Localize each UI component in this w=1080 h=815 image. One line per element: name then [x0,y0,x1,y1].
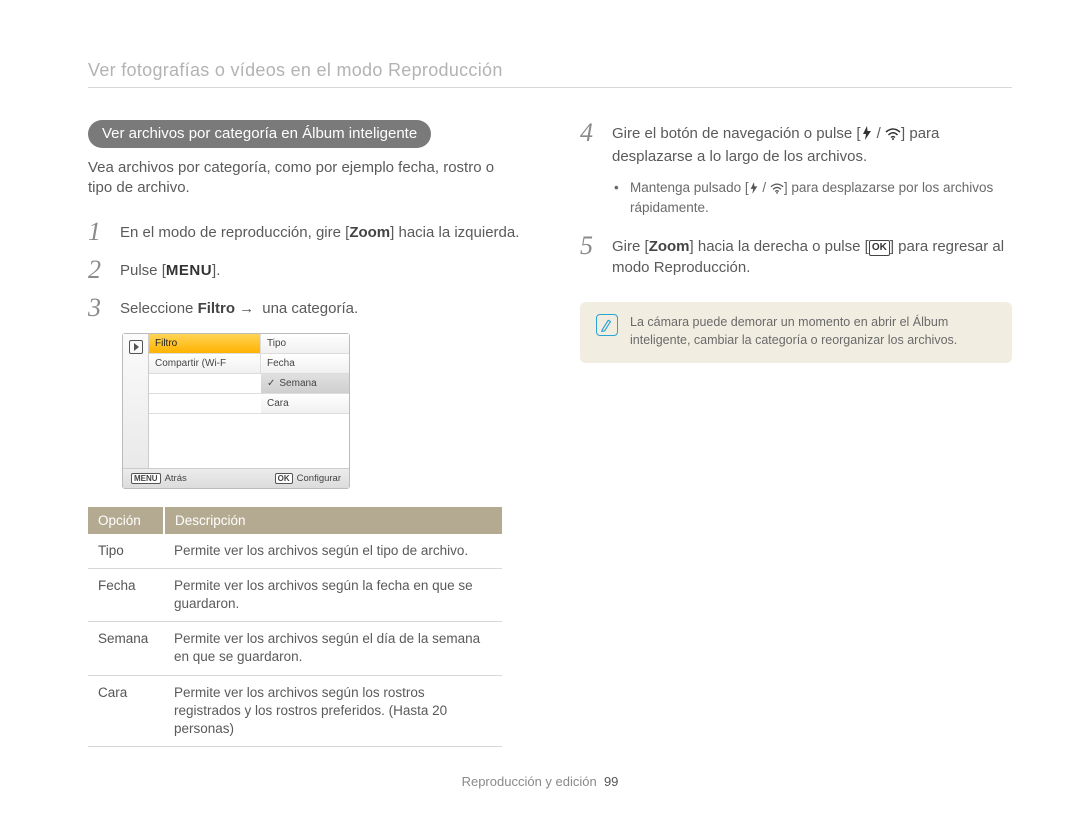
left-column: Ver archivos por categoría en Álbum inte… [88,120,520,747]
step-number: 1 [88,219,108,245]
zoom-label: Zoom [649,238,690,255]
step5-text-a: Gire [ [612,238,649,255]
page-number: 99 [604,774,618,789]
step-body: Gire [Zoom] hacia la derecha o pulse [OK… [612,233,1012,278]
wifi-icon [885,125,901,146]
step-2: 2 Pulse [MENU]. [88,257,520,283]
step3-text-a: Seleccione [120,300,198,317]
cam-row: Compartir (Wi-F Fecha [149,354,349,374]
step-body: Seleccione Filtro→ una categoría. [120,295,520,321]
zoom-label: Zoom [349,224,390,241]
note-box: La cámara puede demorar un momento en ab… [580,302,1012,363]
step-body: En el modo de reproducción, gire [Zoom] … [120,219,520,245]
cam-row: Filtro Tipo [149,334,349,354]
td-option: Tipo [88,534,164,569]
slash: / [873,125,886,142]
table-row: SemanaPermite ver los archivos según el … [88,622,502,675]
bullet-icon: • [614,179,622,217]
table-row: FechaPermite ver los archivos según la f… [88,568,502,621]
td-option: Fecha [88,568,164,621]
intro-text: Vea archivos por categoría, como por eje… [88,158,520,199]
camera-ui-mock: Filtro Tipo Compartir (Wi-F Fecha ✓ Semana Car… [122,333,350,489]
td-description: Permite ver los archivos según el tipo d… [164,534,502,569]
step1-text-b: ] hacia la izquierda. [390,224,519,241]
cam-left-cell: Compartir (Wi-F [149,354,261,373]
cam-right-label: Tipo [267,338,286,349]
step3-text-b: una categoría. [258,300,358,317]
title-rule [88,87,1012,88]
step2-text-b: ]. [212,262,220,279]
step2-text-a: Pulse [ [120,262,166,279]
cam-right-cell: Fecha [261,354,349,373]
td-option: Cara [88,675,164,747]
menu-label: MENU [166,262,212,279]
right-column: 4 Gire el botón de navegación o pulse [ … [580,120,1012,747]
options-table: Opción Descripción TipoPermite ver los a… [88,507,502,748]
table-row: TipoPermite ver los archivos según el ti… [88,534,502,569]
cam-back: MENU Atrás [131,473,187,484]
cam-right-label: Cara [267,398,289,409]
step-1: 1 En el modo de reproducción, gire [Zoom… [88,219,520,245]
td-option: Semana [88,622,164,675]
page-footer: Reproducción y edición 99 [0,774,1080,789]
td-description: Permite ver los archivos según los rostr… [164,675,502,747]
step4-sub-a: Mantenga pulsado [ [630,180,749,195]
step1-text-a: En el modo de reproducción, gire [ [120,224,349,241]
cam-back-label: Atrás [165,473,187,484]
ok-badge: OK [275,473,293,484]
step-number: 2 [88,257,108,283]
note-icon [596,314,618,336]
footer-text: Reproducción y edición [462,774,597,789]
step4-sub: • Mantenga pulsado [ / ] para desplazars… [614,179,1012,217]
step4-text-a: Gire el botón de navegación o pulse [ [612,125,861,142]
step-body: Gire el botón de navegación o pulse [ / … [612,120,1012,167]
wifi-icon [770,181,784,199]
cam-right-label: Semana [279,378,316,389]
step-number: 4 [580,120,600,167]
cam-right-cell: Tipo [261,334,349,353]
step-3: 3 Seleccione Filtro→ una categoría. [88,295,520,321]
cam-right-cell: Cara [261,394,349,413]
section-pill: Ver archivos por categoría en Álbum inte… [88,120,431,148]
flash-icon [749,181,759,199]
cam-left-cell: Filtro [149,334,261,353]
flash-icon [861,125,873,146]
td-description: Permite ver los archivos según el día de… [164,622,502,675]
slash: / [759,180,770,195]
cam-config-label: Configurar [297,473,341,484]
note-text: La cámara puede demorar un momento en ab… [630,314,996,349]
td-description: Permite ver los archivos según la fecha … [164,568,502,621]
step-body: Pulse [MENU]. [120,257,520,283]
cam-row: Cara [149,394,349,414]
th-option: Opción [88,507,164,534]
step-number: 3 [88,295,108,321]
filtro-label: Filtro [198,300,236,317]
step-4: 4 Gire el botón de navegación o pulse [ … [580,120,1012,167]
ok-icon: OK [869,240,890,256]
cam-right-cell: ✓ Semana [261,374,349,393]
cam-sidebar [123,334,149,468]
step-5: 5 Gire [Zoom] hacia la derecha o pulse [… [580,233,1012,278]
table-row: CaraPermite ver los archivos según los r… [88,675,502,747]
cam-right-label: Fecha [267,358,295,369]
play-icon [129,340,143,354]
th-description: Descripción [164,507,502,534]
cam-config: OK Configurar [275,473,341,484]
step-number: 5 [580,233,600,278]
page-title: Ver fotografías o vídeos en el modo Repr… [88,60,1012,81]
menu-badge: MENU [131,473,161,484]
check-icon: ✓ [267,378,275,389]
arrow-icon: → [235,300,258,317]
step5-text-b: ] hacia la derecha o pulse [ [690,238,869,255]
cam-row: ✓ Semana [149,374,349,394]
